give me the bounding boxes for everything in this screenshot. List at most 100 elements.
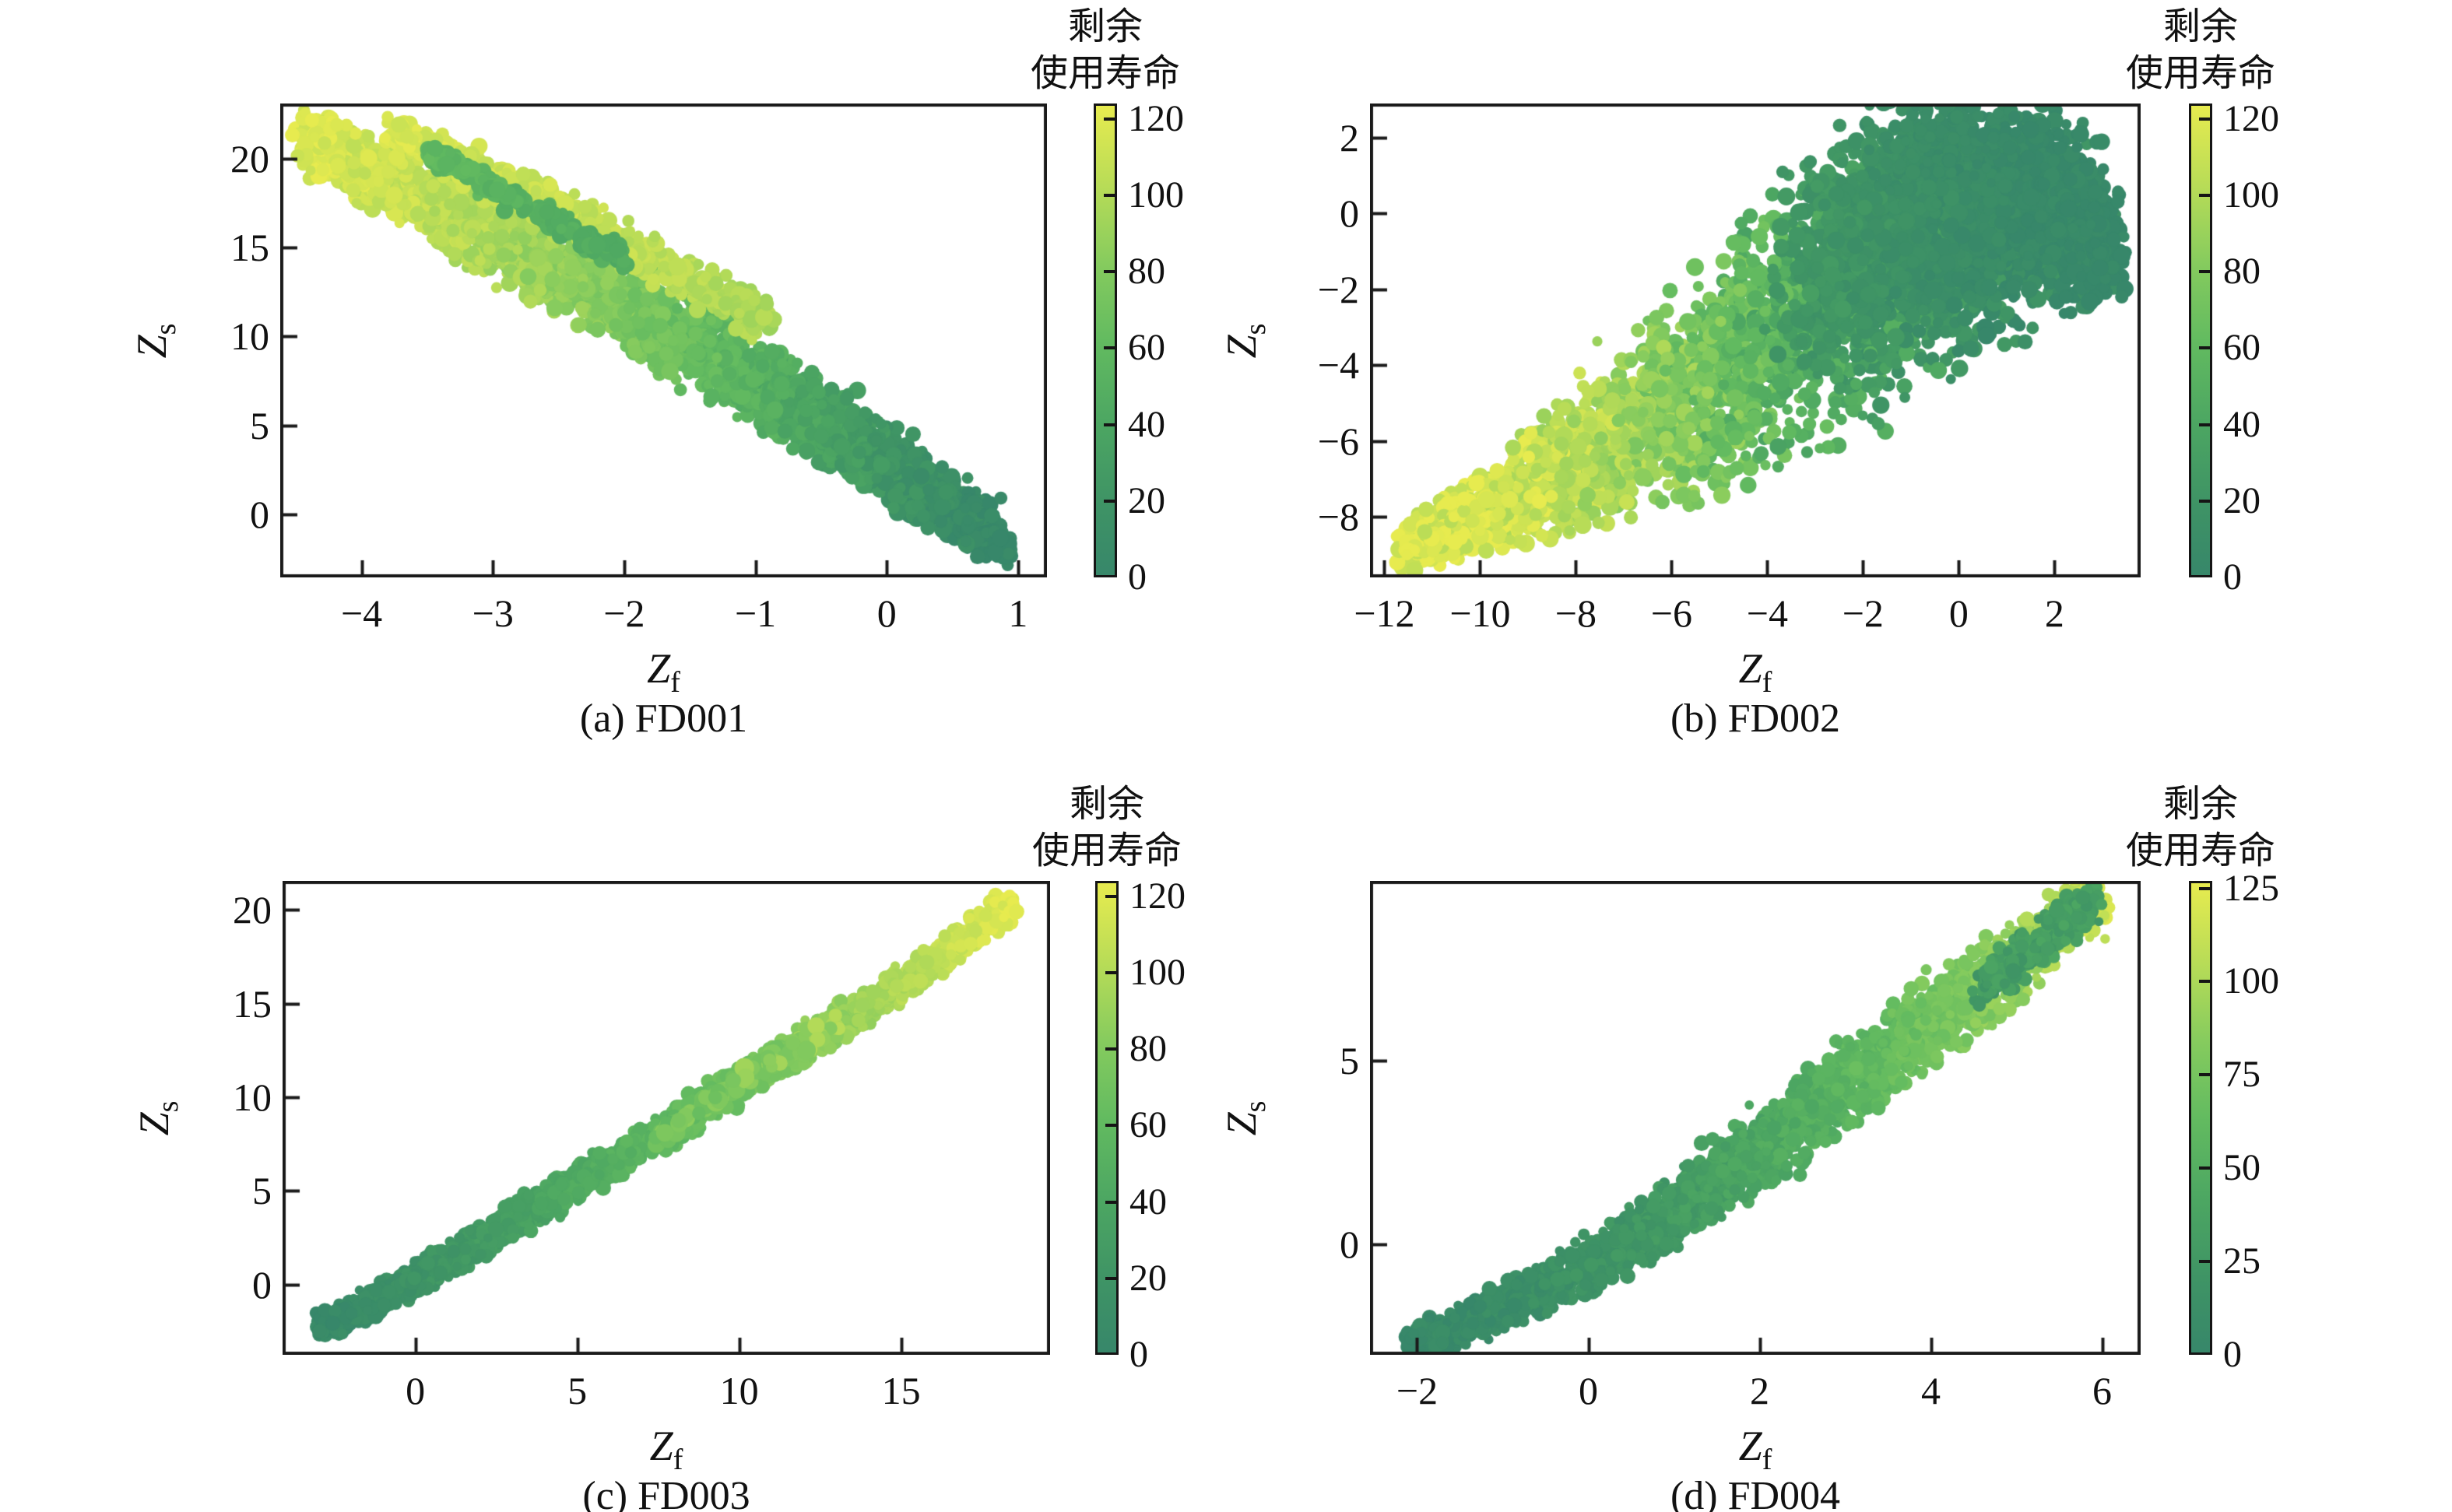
colorbar-tickmark <box>1105 1124 1116 1128</box>
colorbar-c <box>1095 881 1119 1355</box>
x-tick-label: −3 <box>472 591 514 635</box>
x-tick-label: −2 <box>1396 1369 1439 1412</box>
colorbar-title-line2: 使用寿命 <box>1031 830 1182 872</box>
colorbar-tickmark <box>1105 1276 1116 1280</box>
y-tick-label: 10 <box>230 314 269 359</box>
x-tick-label: −8 <box>1554 591 1597 635</box>
caption-fd004: (d) FD004 <box>1670 1474 1841 1512</box>
y-tick-label: 0 <box>1340 1223 1359 1267</box>
colorbar-tick-label: 20 <box>1128 479 1165 521</box>
y-tick-label: 20 <box>233 888 272 932</box>
x-axis-label-d: Zf <box>1662 1422 1849 1476</box>
y-tick-label: 0 <box>250 492 269 536</box>
colorbar-title-line1: 剩余 <box>2162 784 2238 825</box>
colorbar-title-d: 剩余 使用寿命 <box>2068 781 2333 875</box>
x-tick-label: 2 <box>2044 591 2064 635</box>
y-tick-label: 20 <box>230 136 269 181</box>
colorbar-tickmark <box>1104 193 1115 197</box>
colorbar-tickmark <box>2199 1166 2210 1170</box>
colorbar-tickmark <box>1104 499 1115 503</box>
y-tick-label: 15 <box>230 226 269 270</box>
colorbar-tickmark <box>2199 980 2210 984</box>
colorbar-title-line2: 使用寿命 <box>2125 830 2275 872</box>
x-axis-label-main: Z <box>1738 645 1762 692</box>
caption-fd002: (b) FD002 <box>1670 696 1841 741</box>
colorbar-a <box>1094 103 1117 577</box>
y-tick-label: −4 <box>1317 343 1359 388</box>
colorbar-tick-label: 60 <box>1128 327 1165 369</box>
x-tick-label: 15 <box>881 1369 921 1412</box>
colorbar-tickmark <box>1105 970 1116 974</box>
colorbar-title-line1: 剩余 <box>1069 784 1144 825</box>
colorbar-tick-label: 80 <box>1128 251 1165 293</box>
x-tick-label: −12 <box>1354 591 1415 635</box>
colorbar-tickmark <box>2199 270 2210 274</box>
colorbar-tick-label: 60 <box>2223 327 2261 369</box>
x-tick-label: 6 <box>2092 1369 2112 1412</box>
x-tick-label: −6 <box>1650 591 1692 635</box>
colorbar-tick-label: 120 <box>2223 97 2279 139</box>
colorbar-tick-label: 120 <box>1128 97 1184 139</box>
colorbar-b <box>2189 103 2212 577</box>
caption-fd003: (c) FD003 <box>582 1474 750 1512</box>
x-axis-label-sub: f <box>1762 665 1772 699</box>
x-tick-label: 0 <box>876 591 897 635</box>
colorbar-tickmark <box>2199 1260 2210 1264</box>
colorbar-tick-label: 40 <box>1129 1180 1167 1223</box>
y-tick-label: −8 <box>1317 495 1359 539</box>
y-tick-label: −6 <box>1317 419 1359 463</box>
colorbar-tick-label: 100 <box>1128 174 1184 216</box>
colorbar-tickmark <box>2199 886 2210 890</box>
y-tick-label: 0 <box>1340 191 1359 236</box>
scatter-plot-fd004 <box>1370 881 2141 1355</box>
x-tick-label: 4 <box>1921 1369 1941 1412</box>
x-axis-label-sub: f <box>1762 1443 1772 1476</box>
colorbar-tick-label: 20 <box>2223 479 2261 521</box>
colorbar-title-line2: 使用寿命 <box>1030 53 1180 94</box>
colorbar-tick-label: 100 <box>2223 960 2279 1002</box>
y-tick-label: −2 <box>1317 267 1359 311</box>
colorbar-tick-label: 0 <box>2223 1334 2242 1375</box>
colorbar-tick-label: 100 <box>1129 951 1186 993</box>
y-tick-label: 0 <box>252 1262 272 1307</box>
x-axis-label-c: Zf <box>573 1422 760 1476</box>
colorbar-tickmark <box>1104 346 1115 350</box>
y-tick-label: 2 <box>1340 115 1359 160</box>
x-axis-label-b: Zf <box>1662 644 1849 699</box>
colorbar-tick-label: 125 <box>2223 867 2279 909</box>
colorbar-tick-label: 80 <box>1129 1028 1167 1070</box>
colorbar-tick-label: 25 <box>2223 1240 2261 1282</box>
scatter-plot-fd002 <box>1370 103 2141 577</box>
x-tick-label: −1 <box>734 591 777 635</box>
colorbar-tickmark <box>1105 894 1116 898</box>
colorbar-title-c: 剩余 使用寿命 <box>975 781 1239 875</box>
colorbar-tickmark <box>2199 423 2210 426</box>
colorbar-tick-label: 75 <box>2223 1054 2261 1096</box>
colorbar-title-b: 剩余 使用寿命 <box>2068 4 2333 97</box>
x-tick-label: 10 <box>719 1369 759 1412</box>
x-axis-label-main: Z <box>649 1423 673 1469</box>
colorbar-tickmark <box>2199 1073 2210 1077</box>
colorbar-tick-label: 0 <box>1128 556 1147 598</box>
caption-fd001: (a) FD001 <box>579 696 748 741</box>
colorbar-tick-label: 80 <box>2223 251 2261 293</box>
colorbar-title-a: 剩余 使用寿命 <box>973 4 1238 97</box>
colorbar-tick-label: 100 <box>2223 174 2279 216</box>
x-axis-label-sub: f <box>670 665 680 699</box>
x-tick-label: 2 <box>1750 1369 1769 1412</box>
scatter-plot-fd003 <box>283 881 1050 1355</box>
x-axis-label-main: Z <box>1738 1423 1762 1469</box>
x-tick-label: 0 <box>1579 1369 1598 1412</box>
colorbar-tick-label: 60 <box>1129 1104 1167 1146</box>
colorbar-tickmark <box>1104 117 1115 121</box>
colorbar-tickmark <box>1104 270 1115 274</box>
x-tick-label: 0 <box>1948 591 1969 635</box>
x-axis-label-sub: f <box>673 1443 683 1476</box>
colorbar-tick-label: 40 <box>2223 403 2261 445</box>
colorbar-tickmark <box>2199 117 2210 121</box>
x-tick-label: −2 <box>1842 591 1884 635</box>
x-tick-label: −2 <box>603 591 645 635</box>
x-axis-label-a: Zf <box>571 644 757 699</box>
colorbar-tickmark <box>2199 193 2210 197</box>
